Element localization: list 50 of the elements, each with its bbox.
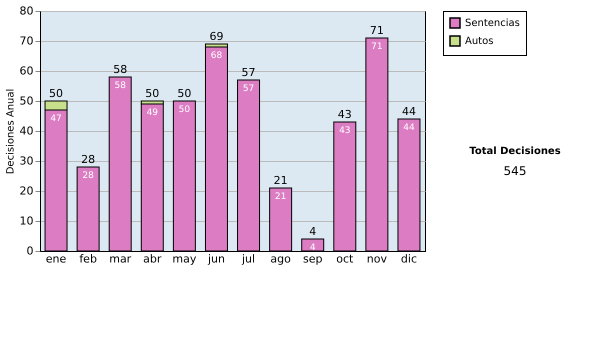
data-label: 28 [82,171,94,181]
text: Total Decisiones [469,146,561,157]
total-label: 50 [177,87,192,100]
total-label: 21 [274,174,288,187]
y-tick-label: 40 [20,124,34,138]
y-tick-label: 30 [20,154,34,168]
data-label: 47 [50,114,62,124]
data-label: 71 [371,42,383,52]
x-tick-label: oct [336,252,354,266]
x-tick-label: jul [240,252,256,266]
x-tick-label: ago [270,252,292,266]
total-label: 58 [113,63,128,76]
legend-label: Autos [465,36,494,47]
x-tick-label: mar [109,252,132,266]
x-tick-label: abr [143,252,162,266]
x-tick-label: nov [366,252,388,266]
total-label: 69 [209,30,224,43]
data-label: 57 [242,84,254,94]
y-axis-title: Decisiones Anual [6,88,17,174]
data-label: 4 [310,243,316,253]
y-tick-label: 20 [20,184,34,198]
data-label: 43 [339,126,351,136]
total-label: 50 [145,87,160,100]
x-tick-label: may [172,252,197,266]
data-label: 50 [178,105,190,115]
data-label: 44 [403,123,415,133]
y-tick-label: 10 [20,214,34,228]
data-label: 21 [274,192,286,202]
legend-label: Sentencias [465,18,520,29]
y-tick-label: 0 [26,244,34,258]
total-label: 57 [242,66,256,79]
y-tick-label: 50 [20,94,34,108]
total-label: 28 [81,153,96,166]
y-tick-label: 70 [20,34,34,48]
text: 545 [504,164,526,178]
data-label: 58 [114,81,126,91]
total-label: 50 [49,87,64,100]
data-label: 49 [146,108,158,118]
total-label: 44 [402,105,416,118]
total-label: 4 [309,225,316,238]
x-tick-label: ene [46,252,67,266]
data-label: 68 [210,51,222,61]
total-label: 71 [370,24,384,37]
x-tick-label: dic [400,252,418,266]
y-tick-label: 80 [20,4,34,18]
x-tick-label: feb [79,252,97,266]
x-tick-label: sep [302,252,322,266]
x-tick-label: jun [206,252,225,266]
total-label: 43 [338,108,352,121]
y-tick-label: 60 [20,64,34,78]
